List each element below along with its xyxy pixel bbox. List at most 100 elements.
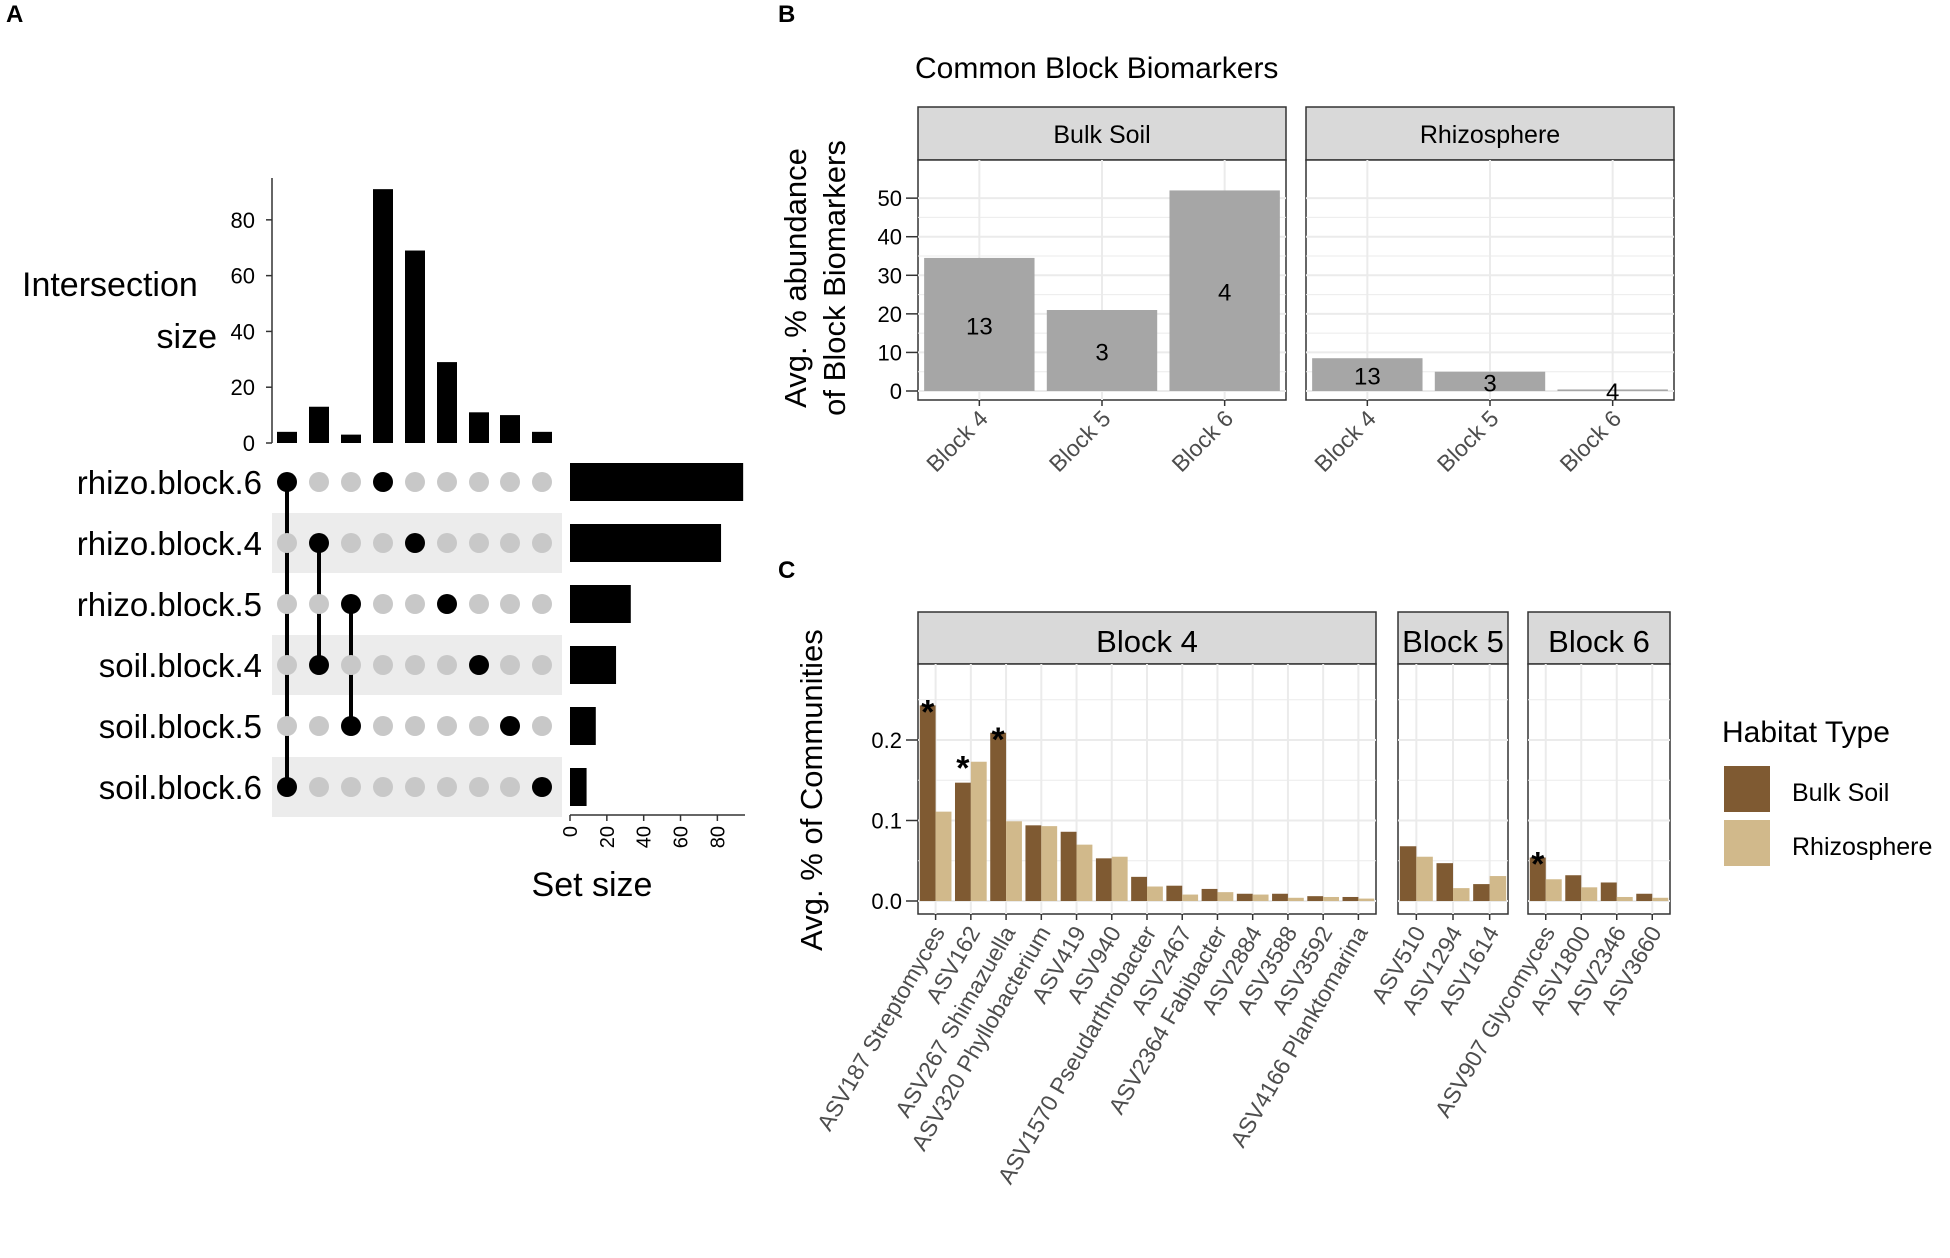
matrix-dot <box>373 777 393 797</box>
matrix-dot <box>500 472 520 492</box>
matrix-dot <box>405 472 425 492</box>
intersection-bar <box>500 415 520 443</box>
matrix-dot-active <box>469 655 489 675</box>
matrix-dot <box>469 777 489 797</box>
bar-bulk-soil <box>990 732 1007 901</box>
matrix-dot-active <box>309 533 329 553</box>
communities-y-tick-label: 0.0 <box>871 889 902 914</box>
set-label: soil.block.6 <box>99 769 262 806</box>
bar-bulk-soil <box>1473 884 1490 901</box>
set-size-bar <box>570 524 722 562</box>
bar-rhizosphere <box>935 811 952 901</box>
matrix-dot <box>341 472 361 492</box>
bar-rhizosphere <box>1323 896 1340 901</box>
set-label: rhizo.block.5 <box>77 586 262 623</box>
biomarker-ylabel-line1: Avg. % abundance <box>778 148 813 408</box>
bar-count-label: 13 <box>966 313 993 340</box>
intersection-bar <box>469 412 489 443</box>
matrix-dot <box>405 655 425 675</box>
bar-rhizosphere <box>1652 897 1669 901</box>
bar-bulk-soil <box>1095 858 1112 901</box>
panel-label-b: B <box>778 1 795 28</box>
bar-rhizosphere <box>1545 879 1562 901</box>
facet-strip <box>1305 106 1675 161</box>
bar-bulk-soil <box>1201 888 1218 901</box>
facet-strip <box>917 106 1287 161</box>
bar-bulk-soil <box>1636 893 1653 901</box>
set-size-bar <box>570 707 596 745</box>
biomarker-panel: Common Block Biomarkers Avg. % abundance… <box>778 52 1675 477</box>
matrix-dot <box>437 777 457 797</box>
bar-rhizosphere <box>1006 821 1022 901</box>
matrix-dot <box>532 472 552 492</box>
intersection-y-tick-label: 60 <box>231 264 255 289</box>
bar-bulk-soil <box>1272 893 1288 901</box>
set-label: soil.block.5 <box>99 708 262 745</box>
matrix-dot <box>500 533 520 553</box>
biomarker-bar <box>924 257 1035 391</box>
panel-frame <box>1527 663 1671 915</box>
facet-strip-label: Block 6 <box>1548 624 1650 659</box>
biomarker-bar <box>1434 371 1546 391</box>
facet-strip-label: Block 5 <box>1402 624 1504 659</box>
bar-bulk-soil <box>1307 896 1324 901</box>
biomarker-y-tick-label: 10 <box>878 340 902 365</box>
matrix-dot <box>500 655 520 675</box>
matrix-dot <box>469 716 489 736</box>
set-size-tick-label: 60 <box>671 826 693 848</box>
matrix-dot <box>469 594 489 614</box>
intersection-y-tick-label: 40 <box>231 319 255 344</box>
bar-rhizosphere <box>970 761 987 901</box>
bar-bulk-soil <box>1131 876 1147 901</box>
intersection-bar <box>532 431 552 443</box>
bar-rhizosphere <box>1416 856 1433 901</box>
intersection-bar <box>437 362 457 443</box>
upset-panel: Intersection size Set size 0 20 40 60 80 rhiz… <box>22 178 745 904</box>
intersection-y-tick-label: 0 <box>243 431 255 456</box>
communities-y-tick-label: 0.2 <box>871 728 902 753</box>
matrix-dot-active <box>341 594 361 614</box>
matrix-dot-active <box>309 655 329 675</box>
bar-bulk-soil <box>954 782 971 901</box>
biomarker-x-tick-label: Block 6 <box>1554 405 1626 477</box>
matrix-dot <box>277 655 297 675</box>
intersection-bar <box>341 434 361 443</box>
matrix-dot <box>373 655 393 675</box>
matrix-dot <box>532 716 552 736</box>
matrix-dot-active <box>437 594 457 614</box>
matrix-dot <box>437 533 457 553</box>
matrix-dot <box>500 594 520 614</box>
matrix-dot <box>532 533 552 553</box>
set-size-tick-label: 40 <box>634 826 656 848</box>
panel-label-a: A <box>6 1 23 28</box>
bar-bulk-soil <box>1565 875 1582 901</box>
intersection-bar <box>277 431 297 443</box>
intersection-ylabel-line1: Intersection <box>22 266 198 304</box>
biomarker-x-tick-label: Block 5 <box>1432 405 1504 477</box>
matrix-dot <box>500 777 520 797</box>
matrix-dot <box>277 594 297 614</box>
significance-star: * <box>921 693 935 731</box>
matrix-dot <box>532 655 552 675</box>
set-size-tick-label: 80 <box>707 826 729 848</box>
bar-rhizosphere <box>1217 892 1234 901</box>
biomarker-y-tick-label: 50 <box>878 186 902 211</box>
matrix-dot <box>309 472 329 492</box>
habitat-legend: Habitat Type Bulk Soil Rhizosphere <box>1722 716 1932 866</box>
facet-strip-label: Block 4 <box>1096 624 1198 659</box>
bar-rhizosphere <box>1252 894 1269 901</box>
matrix-dot-active <box>341 716 361 736</box>
biomarker-bar <box>1169 190 1280 391</box>
bar-bulk-soil <box>1025 825 1042 901</box>
matrix-dot-active <box>277 472 297 492</box>
set-label: rhizo.block.4 <box>77 525 262 562</box>
intersection-ylabel-line2: size <box>157 318 217 356</box>
matrix-dot <box>373 533 393 553</box>
legend-label-rhizosphere: Rhizosphere <box>1792 833 1932 861</box>
set-size-tick-label: 0 <box>560 826 582 837</box>
bar-rhizosphere <box>1076 844 1093 901</box>
bar-bulk-soil <box>1060 831 1077 901</box>
bar-count-label: 13 <box>1354 364 1381 391</box>
biomarker-ylabel-line2: of Block Biomarkers <box>817 140 852 416</box>
